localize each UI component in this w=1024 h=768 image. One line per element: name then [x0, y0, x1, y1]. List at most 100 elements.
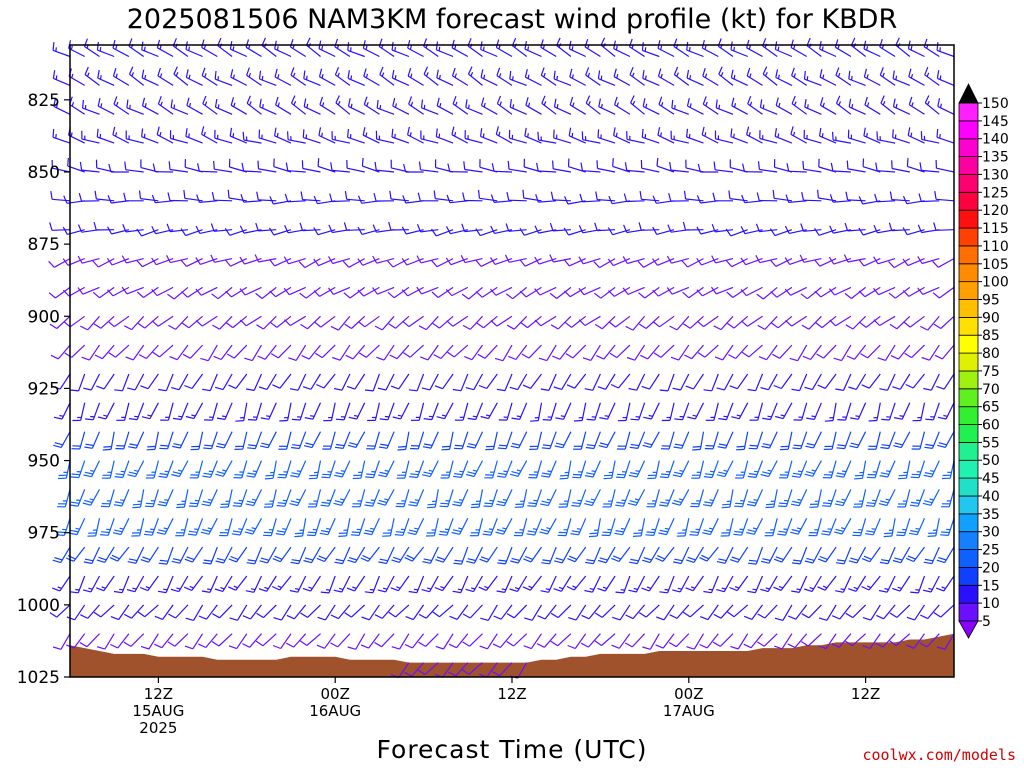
wind-barb — [658, 96, 675, 115]
barb-half-flag — [458, 527, 463, 530]
barb-staff — [452, 315, 469, 327]
barb-flag — [200, 531, 210, 535]
barb-flag — [552, 355, 561, 360]
wind-barb — [360, 633, 380, 649]
wind-barb — [82, 575, 101, 593]
barb-half-flag — [75, 527, 80, 530]
wind-barb — [228, 373, 248, 389]
barb-staff — [176, 344, 189, 361]
barb-staff — [619, 604, 631, 621]
wind-barb — [304, 402, 322, 420]
barb-flag — [791, 475, 800, 478]
barb-half-flag — [439, 103, 442, 108]
barb-half-flag — [762, 104, 765, 109]
barb-flag — [181, 291, 188, 298]
barb-flag — [785, 320, 793, 327]
barb-staff — [56, 315, 71, 329]
barb-staff — [668, 431, 675, 450]
barb-flag — [475, 259, 482, 267]
wind-barb — [758, 344, 778, 361]
y-tick-label: 875 — [28, 235, 60, 255]
wind-barb — [313, 258, 336, 267]
barb-staff — [759, 258, 778, 264]
wind-barb — [936, 42, 955, 58]
barb-flag — [611, 644, 620, 649]
wind-barb — [172, 431, 189, 449]
barb-flag — [567, 644, 576, 650]
wind-barb — [873, 286, 896, 296]
barb-half-flag — [350, 75, 353, 80]
wind-barb — [822, 460, 837, 479]
barb-flag — [639, 191, 642, 200]
wind-barb — [263, 518, 277, 537]
barb-staff — [720, 604, 734, 619]
barb-half-flag — [911, 102, 914, 107]
wind-barb — [630, 402, 646, 421]
barb-staff — [583, 286, 601, 296]
barb-flag — [96, 646, 106, 650]
wind-barb — [156, 39, 174, 58]
wind-barb — [924, 66, 940, 86]
barb-flag — [392, 416, 401, 420]
barb-half-flag — [438, 46, 441, 51]
barb-flag — [567, 558, 576, 563]
barb-flag — [319, 532, 329, 536]
barb-flag — [423, 66, 429, 75]
wind-barb — [389, 190, 409, 202]
wind-barb — [51, 575, 71, 592]
wind-barb — [313, 227, 336, 236]
barb-flag — [565, 353, 574, 359]
barb-staff — [408, 315, 424, 328]
barb-half-flag — [440, 586, 445, 589]
wind-barb — [747, 575, 764, 594]
barb-flag — [168, 613, 176, 619]
barb-staff — [483, 315, 498, 329]
wind-barb — [614, 518, 631, 536]
wind-barb — [597, 575, 616, 592]
barb-half-flag — [928, 587, 933, 590]
barb-flag — [686, 559, 695, 563]
barb-staff — [303, 106, 321, 115]
barb-staff — [368, 633, 380, 649]
wind-barb — [426, 489, 439, 509]
barb-flag — [203, 447, 212, 450]
barb-flag — [256, 191, 259, 201]
barb-staff — [844, 431, 852, 449]
wind-barb — [628, 373, 646, 391]
barb-staff — [121, 575, 130, 593]
wind-barb — [156, 518, 174, 535]
barb-staff — [104, 633, 115, 650]
barb-flag — [477, 353, 486, 359]
barb-staff — [781, 546, 793, 563]
barb-staff — [126, 258, 144, 264]
barb-staff — [870, 604, 881, 621]
wind-barb — [390, 575, 410, 592]
barb-staff — [473, 460, 484, 477]
barb-half-flag — [572, 585, 577, 589]
barb-staff — [274, 135, 292, 144]
barb-flag — [217, 442, 226, 446]
wind-barb — [785, 194, 807, 203]
barb-flag — [622, 287, 629, 295]
barb-staff — [880, 102, 896, 115]
barb-flag — [157, 503, 166, 507]
wind-barb — [701, 39, 719, 58]
barb-flag — [124, 161, 127, 170]
credit-text[interactable]: coolwx.com/models — [862, 746, 1016, 764]
barb-flag — [889, 640, 897, 646]
wind-barb — [835, 460, 852, 478]
barb-staff — [836, 102, 852, 115]
barb-flag — [866, 530, 875, 533]
barb-half-flag — [86, 72, 90, 77]
barb-flag — [211, 293, 219, 300]
barb-flag — [933, 323, 942, 330]
barb-staff — [700, 229, 719, 235]
wind-barb — [176, 489, 189, 509]
barb-flag — [553, 386, 562, 390]
barb-flag — [103, 445, 112, 448]
barb-staff — [141, 136, 159, 144]
barb-flag — [348, 557, 358, 561]
barb-flag — [299, 640, 308, 646]
barb-staff — [711, 373, 719, 392]
barb-flag — [422, 446, 432, 449]
